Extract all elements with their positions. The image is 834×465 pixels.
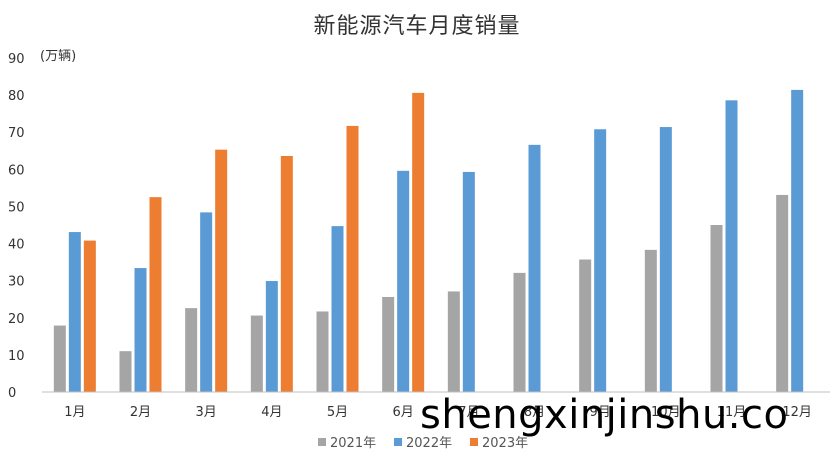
y-tick-label: 10	[8, 349, 25, 364]
bar	[346, 125, 359, 392]
bar	[447, 291, 460, 392]
legend-swatch	[318, 438, 326, 446]
bar	[200, 212, 213, 392]
x-tick-label: 4月	[261, 405, 282, 420]
bar	[644, 249, 657, 392]
y-tick-label: 80	[8, 89, 25, 104]
bar	[68, 232, 81, 392]
bar	[119, 351, 132, 392]
bar	[462, 171, 475, 392]
legend-label: 2021年	[330, 436, 376, 451]
y-tick-label: 0	[8, 386, 16, 401]
bar	[331, 226, 344, 392]
y-tick-label: 20	[8, 312, 25, 327]
x-tick-label: 1月	[64, 405, 85, 420]
x-tick-label: 11月	[717, 405, 747, 420]
y-tick-label: 60	[8, 163, 25, 178]
legend: 2021年 2022年 2023年	[318, 436, 528, 451]
bars	[53, 89, 804, 392]
x-tick-label: 6月	[393, 405, 414, 420]
bar	[725, 100, 738, 392]
watermark-text: shengxinjinshu.co	[420, 392, 789, 438]
bar	[83, 240, 96, 392]
bar	[412, 92, 425, 392]
legend-label: 2023年	[482, 436, 528, 451]
y-axis: 0 10 20 30 40 50 60 70 80 90	[8, 52, 25, 401]
bar	[710, 225, 723, 392]
x-tick-label: 5月	[327, 405, 348, 420]
bar	[134, 268, 147, 392]
chart-title: 新能源汽车月度销量	[313, 14, 521, 39]
bar	[53, 325, 66, 392]
bar	[265, 281, 278, 392]
bar	[579, 259, 592, 392]
y-tick-label: 70	[8, 126, 25, 141]
bar	[791, 89, 804, 392]
bar	[316, 311, 329, 392]
legend-label: 2022年	[406, 436, 452, 451]
bar	[528, 144, 541, 392]
bar	[382, 296, 395, 392]
bar	[280, 155, 293, 392]
bar	[594, 129, 607, 392]
x-tick-label: 2月	[130, 405, 151, 420]
bar	[215, 149, 228, 392]
bar	[185, 308, 198, 392]
bar	[659, 127, 672, 392]
x-tick-label: 10月	[651, 405, 681, 420]
x-tick-label: 7月	[458, 405, 479, 420]
legend-swatch	[394, 438, 402, 446]
y-tick-label: 40	[8, 238, 25, 253]
y-unit-label: (万辆)	[40, 49, 76, 64]
bar	[250, 315, 263, 392]
y-tick-label: 50	[8, 200, 25, 215]
x-axis: 1月 2月 3月 4月 5月 6月 7月 8月 9月 10月 11月 12月	[64, 405, 812, 420]
bar	[149, 197, 162, 392]
legend-swatch	[470, 438, 478, 446]
x-tick-label: 9月	[590, 405, 611, 420]
bar	[397, 170, 410, 392]
y-tick-label: 90	[8, 52, 25, 67]
x-tick-label: 12月	[782, 405, 812, 420]
x-tick-label: 3月	[196, 405, 217, 420]
bar	[776, 194, 789, 392]
x-tick-label: 8月	[524, 405, 545, 420]
y-tick-label: 30	[8, 275, 25, 290]
bar	[513, 272, 526, 392]
